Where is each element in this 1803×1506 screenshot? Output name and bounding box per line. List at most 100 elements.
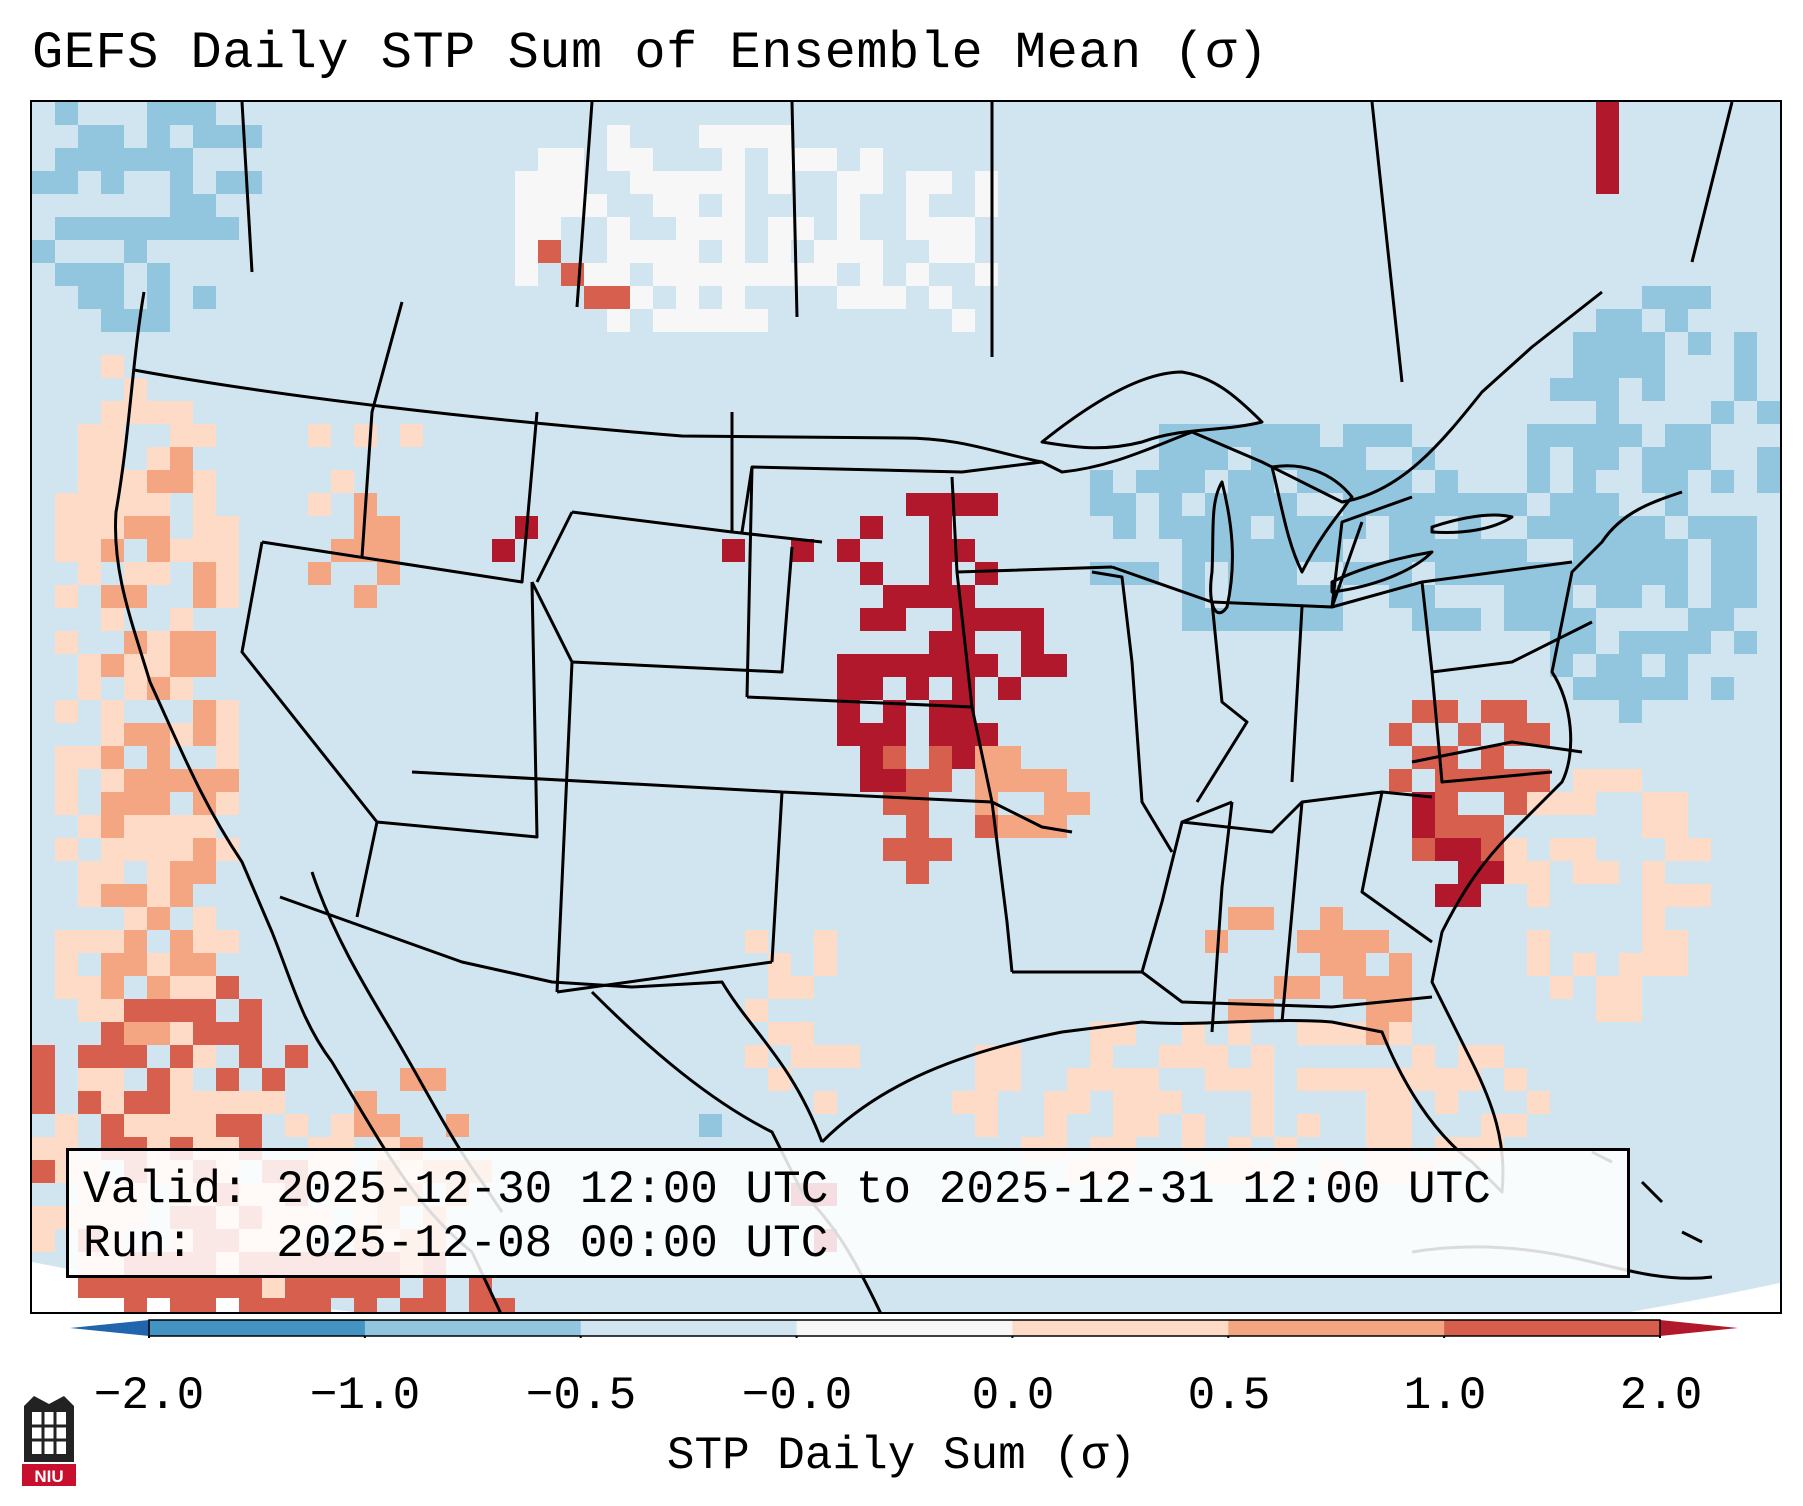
stp-grid-cell	[101, 838, 124, 861]
stp-grid-cell	[722, 263, 745, 286]
stp-grid-cell	[1182, 1022, 1205, 1045]
stp-grid-cell	[607, 148, 630, 171]
stp-grid-cell	[1734, 585, 1757, 608]
stp-grid-cell	[216, 125, 239, 148]
stp-grid-cell	[722, 286, 745, 309]
colorbar-outline	[148, 1319, 1661, 1337]
stp-grid-cell	[78, 861, 101, 884]
stp-grid-cell	[1320, 1068, 1343, 1091]
stp-grid-cell	[952, 309, 975, 332]
stp-grid-cell	[78, 217, 101, 240]
stp-grid-cell	[1251, 424, 1274, 447]
stp-grid-cell	[239, 171, 262, 194]
stp-grid-cell	[1113, 1022, 1136, 1045]
stp-grid-cell	[1619, 562, 1642, 585]
stp-grid-cell	[699, 263, 722, 286]
us-mexico-border	[279, 895, 824, 1143]
stp-grid-cell	[78, 539, 101, 562]
stp-grid-cell	[1458, 815, 1481, 838]
stp-grid-cell	[1297, 1114, 1320, 1137]
stp-grid-cell	[78, 746, 101, 769]
stp-grid-cell	[124, 930, 147, 953]
stp-grid-cell	[584, 194, 607, 217]
stp-grid-cell	[1619, 976, 1642, 999]
stp-grid-cell	[216, 1114, 239, 1137]
stp-grid-cell	[1619, 700, 1642, 723]
stp-grid-cell	[1573, 493, 1596, 516]
stp-grid-cell	[1596, 378, 1619, 401]
colorbar-over-arrow	[1660, 1320, 1738, 1336]
stp-grid-cell	[78, 286, 101, 309]
stp-grid-cell	[676, 171, 699, 194]
stp-grid-cell	[1619, 355, 1642, 378]
stp-grid-cell	[170, 470, 193, 493]
stp-grid-cell	[1711, 562, 1734, 585]
stp-grid-cell	[929, 240, 952, 263]
stp-grid-cell	[193, 1022, 216, 1045]
stp-grid-cell	[1596, 309, 1619, 332]
stp-grid-cell	[308, 1275, 331, 1298]
stp-grid-cell	[101, 1045, 124, 1068]
stp-grid-cell	[170, 769, 193, 792]
colorbar-under-arrow	[70, 1320, 149, 1336]
projection-edge-blank-right	[1630, 1282, 1780, 1312]
stp-grid-cell	[216, 700, 239, 723]
stp-grid-cell	[837, 171, 860, 194]
stp-grid-cell	[1182, 539, 1205, 562]
lake-huron	[1270, 464, 1354, 574]
stp-grid-cell	[354, 424, 377, 447]
stp-grid-cell	[1757, 447, 1780, 470]
stp-grid-cell	[124, 493, 147, 516]
stp-grid-cell	[239, 1045, 262, 1068]
stp-grid-cell	[1044, 769, 1067, 792]
stp-grid-cell	[124, 815, 147, 838]
stp-grid-cell	[1435, 884, 1458, 907]
stp-grid-cell	[998, 1045, 1021, 1068]
stp-grid-cell	[147, 1091, 170, 1114]
stp-grid-cell	[1159, 1045, 1182, 1068]
stp-grid-cell	[653, 194, 676, 217]
stp-grid-cell	[837, 700, 860, 723]
stp-grid-cell	[193, 1114, 216, 1137]
stp-grid-cell	[32, 1160, 55, 1183]
stp-grid-cell	[78, 125, 101, 148]
stp-grid-cell	[1642, 355, 1665, 378]
stp-grid-cell	[78, 999, 101, 1022]
stp-grid-cell	[1297, 424, 1320, 447]
stp-grid-cell	[1205, 608, 1228, 631]
stp-grid-cell	[1642, 470, 1665, 493]
stp-grid-cell	[1596, 493, 1619, 516]
stp-grid-cell	[975, 171, 998, 194]
stp-grid-cell	[676, 286, 699, 309]
stp-grid-cell	[906, 585, 929, 608]
stp-grid-cell	[676, 217, 699, 240]
stp-grid-cell	[975, 1114, 998, 1137]
stp-grid-cell	[1573, 631, 1596, 654]
stp-grid-cell	[814, 240, 837, 263]
stp-grid-cell	[1481, 1045, 1504, 1068]
stp-grid-cell	[1113, 493, 1136, 516]
stp-grid-cell	[124, 309, 147, 332]
stp-grid-cell	[929, 539, 952, 562]
stp-grid-cell	[147, 148, 170, 171]
stp-grid-cell	[1274, 585, 1297, 608]
state-lines	[240, 301, 1593, 1033]
stp-grid-cell	[124, 470, 147, 493]
stp-grid-cell	[1596, 516, 1619, 539]
stp-grid-cell	[147, 999, 170, 1022]
stp-grid-cell	[1711, 539, 1734, 562]
stp-grid-cell	[216, 1275, 239, 1298]
stp-grid-cell	[124, 884, 147, 907]
stp-grid-cell	[883, 585, 906, 608]
stp-grid-cell	[1619, 654, 1642, 677]
stp-grid-cell	[883, 286, 906, 309]
stp-grid-cell	[722, 217, 745, 240]
stp-grid-cell	[1205, 1045, 1228, 1068]
stp-grid-cell	[860, 677, 883, 700]
stp-grid-cell	[216, 746, 239, 769]
stp-grid-cell	[1665, 631, 1688, 654]
stp-grid-cell	[170, 654, 193, 677]
stp-grid-cell	[1665, 838, 1688, 861]
stp-grid-cell	[906, 677, 929, 700]
stp-grid-cell	[1504, 723, 1527, 746]
